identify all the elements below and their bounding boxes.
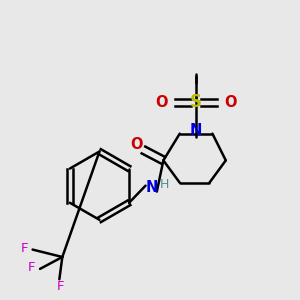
Text: O: O: [130, 137, 142, 152]
Text: F: F: [28, 262, 35, 275]
Text: F: F: [57, 280, 64, 293]
Text: N: N: [145, 180, 158, 195]
Text: F: F: [20, 242, 28, 256]
Text: N: N: [190, 123, 202, 138]
Text: O: O: [224, 95, 236, 110]
Text: O: O: [156, 95, 168, 110]
Text: S: S: [190, 93, 202, 111]
Text: H: H: [159, 178, 169, 191]
